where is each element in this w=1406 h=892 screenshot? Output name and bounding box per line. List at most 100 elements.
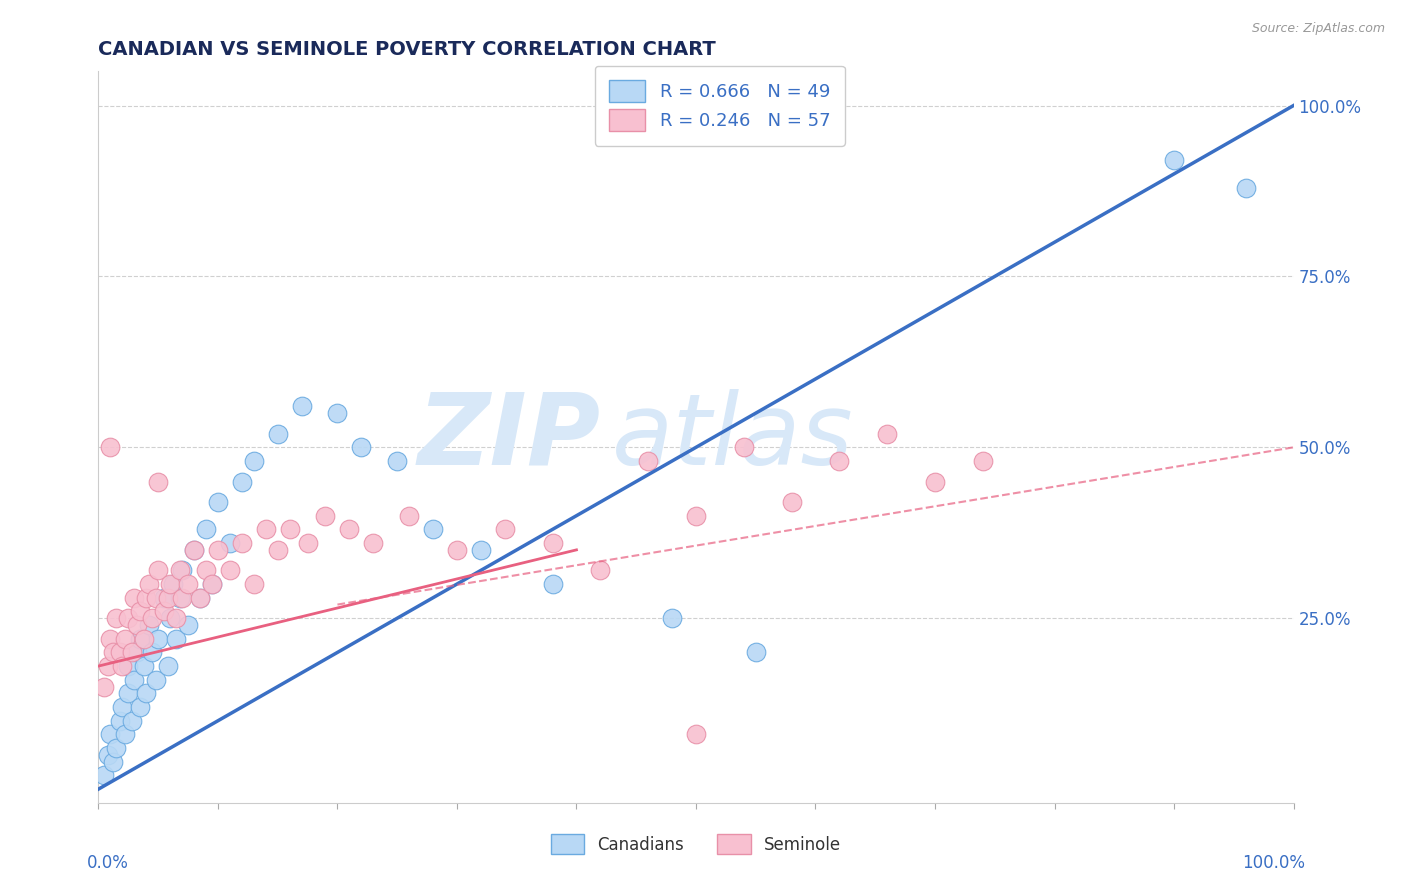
Point	[183, 542, 205, 557]
Point	[145, 591, 167, 605]
Point	[132, 659, 155, 673]
Point	[326, 406, 349, 420]
Point	[183, 542, 205, 557]
Point	[195, 563, 218, 577]
Point	[159, 577, 181, 591]
Point	[141, 611, 163, 625]
Point	[148, 563, 170, 577]
Point	[172, 563, 194, 577]
Point	[541, 536, 564, 550]
Point	[446, 542, 468, 557]
Point	[350, 440, 373, 454]
Text: Source: ZipAtlas.com: Source: ZipAtlas.com	[1251, 22, 1385, 36]
Point	[114, 727, 136, 741]
Point	[129, 700, 152, 714]
Point	[780, 495, 803, 509]
Point	[231, 536, 253, 550]
Point	[101, 645, 124, 659]
Point	[125, 618, 148, 632]
Point	[121, 714, 143, 728]
Text: 100.0%: 100.0%	[1243, 854, 1306, 872]
Point	[278, 522, 301, 536]
Point	[876, 426, 898, 441]
Point	[93, 680, 115, 694]
Point	[101, 755, 124, 769]
Point	[201, 577, 224, 591]
Point	[162, 577, 184, 591]
Point	[207, 495, 229, 509]
Point	[494, 522, 516, 536]
Point	[138, 577, 160, 591]
Point	[97, 747, 120, 762]
Point	[93, 768, 115, 782]
Point	[153, 604, 176, 618]
Point	[972, 454, 994, 468]
Point	[661, 611, 683, 625]
Point	[924, 475, 946, 489]
Point	[169, 591, 191, 605]
Point	[156, 659, 179, 673]
Point	[105, 741, 128, 756]
Point	[219, 563, 242, 577]
Point	[132, 632, 155, 646]
Point	[121, 645, 143, 659]
Point	[98, 727, 122, 741]
Point	[129, 632, 152, 646]
Point	[637, 454, 659, 468]
Point	[148, 475, 170, 489]
Point	[385, 454, 409, 468]
Point	[685, 727, 707, 741]
Text: atlas: atlas	[613, 389, 853, 485]
Point	[117, 659, 139, 673]
Point	[297, 536, 319, 550]
Point	[135, 686, 157, 700]
Point	[243, 577, 266, 591]
Point	[145, 673, 167, 687]
Legend: Canadians, Seminole: Canadians, Seminole	[537, 821, 855, 868]
Point	[188, 591, 211, 605]
Point	[195, 522, 218, 536]
Point	[422, 522, 444, 536]
Point	[117, 686, 139, 700]
Point	[125, 645, 148, 659]
Text: 0.0%: 0.0%	[87, 854, 128, 872]
Point	[231, 475, 253, 489]
Point	[267, 426, 290, 441]
Text: CANADIAN VS SEMINOLE POVERTY CORRELATION CHART: CANADIAN VS SEMINOLE POVERTY CORRELATION…	[98, 39, 716, 59]
Point	[141, 645, 163, 659]
Point	[129, 604, 152, 618]
Point	[98, 440, 122, 454]
Point	[745, 645, 768, 659]
Point	[98, 632, 122, 646]
Point	[291, 400, 314, 414]
Point	[1163, 153, 1185, 168]
Point	[733, 440, 755, 454]
Text: ZIP: ZIP	[418, 389, 600, 485]
Point	[138, 618, 160, 632]
Point	[114, 632, 136, 646]
Point	[105, 611, 128, 625]
Point	[108, 645, 131, 659]
Point	[111, 700, 134, 714]
Point	[135, 591, 157, 605]
Point	[470, 542, 492, 557]
Point	[124, 673, 146, 687]
Point	[111, 659, 134, 673]
Point	[165, 611, 187, 625]
Point	[363, 536, 385, 550]
Point	[219, 536, 242, 550]
Point	[172, 591, 194, 605]
Point	[165, 632, 187, 646]
Point	[108, 714, 131, 728]
Point	[201, 577, 224, 591]
Point	[156, 591, 179, 605]
Point	[169, 563, 191, 577]
Point	[207, 542, 229, 557]
Point	[97, 659, 120, 673]
Point	[177, 618, 200, 632]
Point	[254, 522, 277, 536]
Point	[398, 508, 420, 523]
Point	[589, 563, 612, 577]
Point	[159, 611, 181, 625]
Point	[267, 542, 290, 557]
